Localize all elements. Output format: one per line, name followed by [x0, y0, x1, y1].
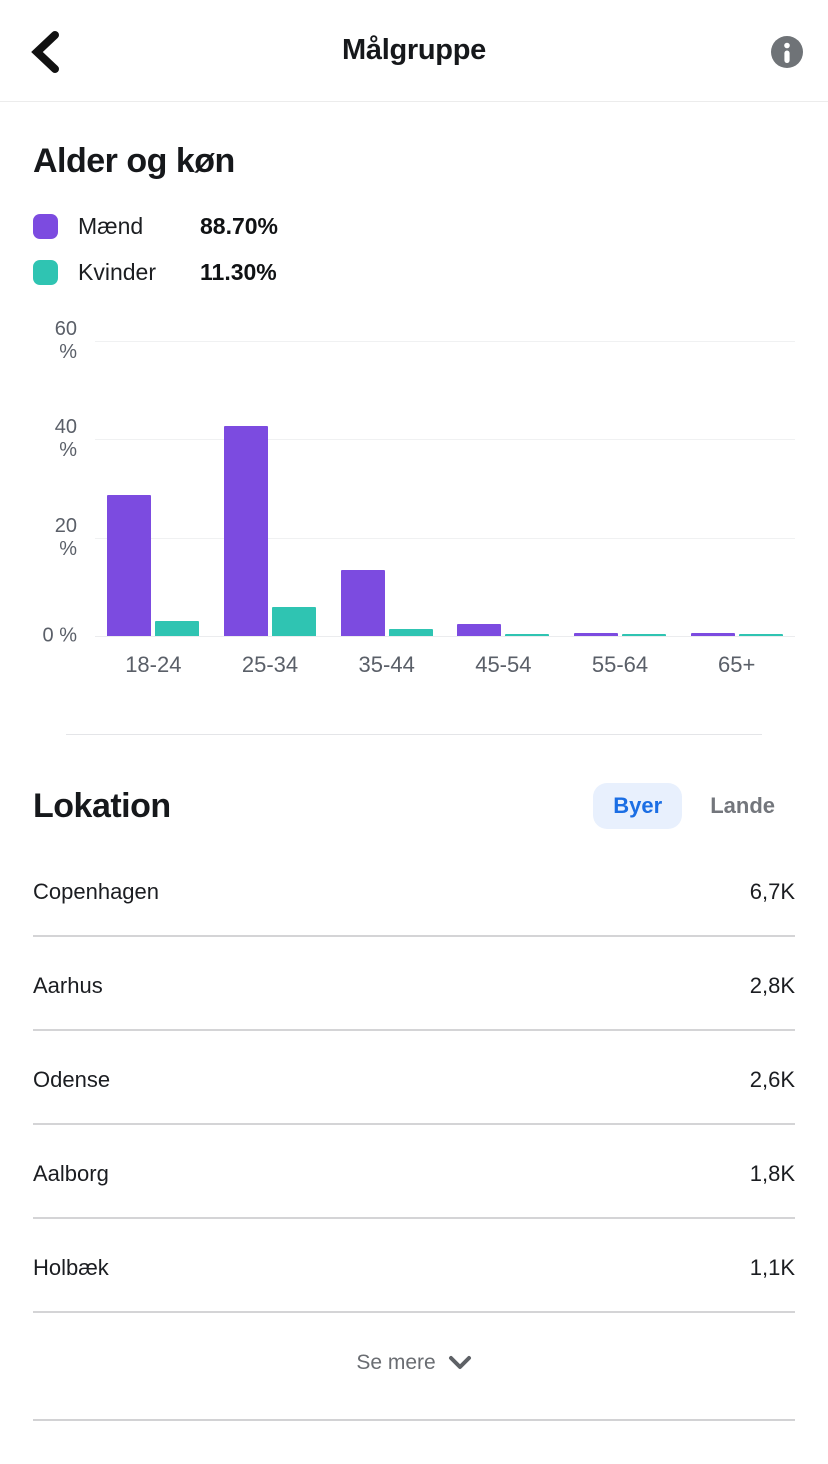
age-gender-bar-chart: 60 % 40 % 20 % 0 % [33, 318, 795, 647]
x-axis-label-45-54: 45-54 [475, 652, 532, 677]
row-divider [33, 935, 795, 937]
bar-group-55-64 [562, 341, 679, 636]
row-divider [33, 1029, 795, 1031]
x-axis-label-25-34: 25-34 [241, 652, 299, 677]
section-divider [66, 734, 762, 735]
age-gender-title: Alder og køn [33, 142, 235, 180]
chevron-down-icon [448, 1356, 471, 1369]
age-gender-section: Alder og køn Mænd 88.70% Kvinder 11.30% 60 … [33, 142, 795, 678]
gridline-40 [95, 439, 795, 441]
chart-legend: Mænd 88.70% Kvinder 11.30% [33, 203, 795, 295]
location-toggle: Byer Lande [593, 783, 795, 829]
toggle-option-lande[interactable]: Lande [690, 783, 795, 829]
location-name: Holbæk [33, 1255, 109, 1280]
bar-kvinder-35-44 [388, 628, 433, 636]
row-divider [33, 1217, 795, 1219]
location-name: Aalborg [33, 1161, 109, 1186]
legend-row: Mænd 88.70% [33, 203, 795, 249]
bar-mænd-35-44 [340, 569, 385, 636]
bar-kvinder-18-24 [155, 621, 200, 636]
page-title: Målgruppe [342, 34, 486, 66]
chevron-left-icon [31, 31, 59, 73]
gridline-60 [95, 341, 795, 342]
location-value: 2,6K [749, 1067, 795, 1092]
location-name: Odense [33, 1067, 111, 1092]
chart-bars [95, 341, 795, 636]
bar-group-65+ [678, 341, 795, 636]
female-color-swatch [33, 259, 58, 285]
legend-value: 11.30% [200, 258, 277, 285]
y-axis-tick-label: 40 % [54, 416, 77, 462]
x-axis-label-35-44: 35-44 [358, 652, 415, 677]
bar-group-18-24 [95, 341, 212, 636]
location-list: Copenhagen 6,7K Aarhus 2,8K Odense 2,6K Aalbor… [33, 843, 795, 1313]
location-row: Aarhus 2,8K [33, 937, 795, 1029]
gridline-0 [95, 636, 795, 637]
location-value: 2,8K [749, 973, 795, 998]
info-icon [771, 36, 803, 68]
bar-mænd-45-54 [457, 624, 502, 636]
chart-x-axis-labels: 18-24 25-34 35-44 45-54 55-64 65+ [95, 652, 795, 678]
bottom-divider [33, 1419, 795, 1421]
x-axis-label-65+: 65+ [718, 652, 756, 677]
bar-mænd-18-24 [107, 495, 152, 636]
x-axis-label-18-24: 18-24 [125, 652, 182, 677]
bar-kvinder-25-34 [272, 607, 316, 636]
bar-kvinder-45-54 [505, 634, 550, 636]
y-axis-tick-label: 20 % [54, 514, 77, 560]
bar-kvinder-65+ [738, 634, 783, 636]
location-value: 1,1K [749, 1255, 795, 1280]
y-axis-tick-label: 60 % [54, 318, 77, 363]
y-axis-tick-label: 0 % [42, 624, 77, 647]
bar-group-45-54 [445, 341, 562, 636]
location-row: Odense 2,6K [33, 1031, 795, 1123]
toggle-option-byer[interactable]: Byer [593, 783, 683, 829]
bar-group-35-44 [328, 341, 445, 636]
location-row: Holbæk 1,1K [33, 1219, 795, 1311]
bar-mænd-25-34 [224, 425, 268, 636]
see-more-button[interactable]: Se mere [352, 1343, 475, 1383]
row-divider [33, 1311, 795, 1313]
bar-mænd-55-64 [574, 632, 619, 636]
see-more-label: Se mere [356, 1351, 436, 1374]
male-color-swatch [33, 213, 58, 239]
bar-group-25-34 [212, 341, 329, 636]
legend-value: 88.70% [200, 212, 279, 239]
location-value: 1,8K [749, 1161, 795, 1186]
bar-kvinder-55-64 [622, 634, 667, 636]
location-header: Lokation Byer Lande [33, 783, 795, 829]
legend-label: Mænd [78, 212, 144, 239]
location-name: Aarhus [33, 973, 103, 998]
location-value: 6,7K [749, 879, 795, 904]
location-row: Copenhagen 6,7K [33, 843, 795, 935]
legend-label: Kvinder [78, 258, 156, 285]
location-row: Aalborg 1,8K [33, 1125, 795, 1217]
location-title: Lokation [33, 786, 171, 825]
x-axis-label-55-64: 55-64 [591, 652, 649, 677]
navigation-bar: Målgruppe [0, 0, 828, 102]
legend-row: Kvinder 11.30% [33, 249, 795, 295]
info-button[interactable] [770, 35, 804, 69]
row-divider [33, 1123, 795, 1125]
gridline-20 [95, 537, 795, 539]
location-name: Copenhagen [33, 879, 160, 904]
back-button[interactable] [30, 26, 78, 78]
bar-mænd-65+ [690, 632, 735, 636]
